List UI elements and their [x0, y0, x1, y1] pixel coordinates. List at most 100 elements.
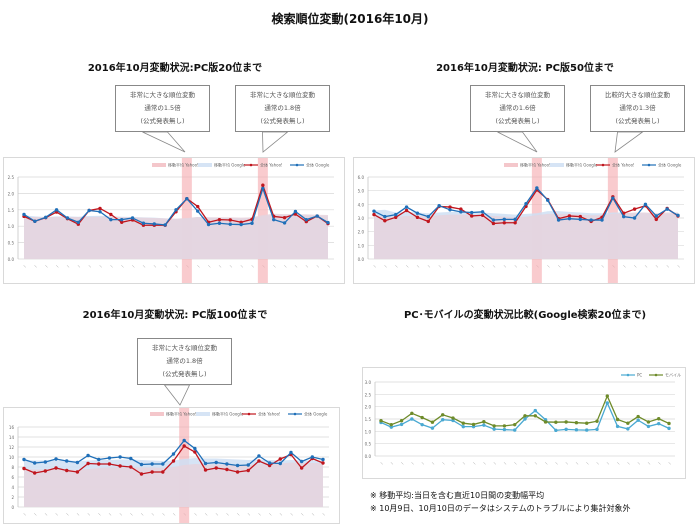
svg-text:—: — — [523, 461, 529, 467]
svg-text:—: — — [204, 512, 210, 518]
svg-text:—: — — [141, 264, 147, 270]
svg-text:—: — — [310, 512, 316, 518]
svg-text:1.5: 1.5 — [8, 208, 15, 213]
svg-text:—: — — [441, 461, 447, 467]
svg-text:—: — — [567, 264, 573, 270]
svg-text:—: — — [482, 461, 488, 467]
svg-text:—: — — [665, 264, 671, 270]
callout-text: 通常の1.8倍 — [166, 357, 203, 365]
svg-text:—: — — [481, 264, 487, 270]
svg-text:—: — — [578, 264, 584, 270]
chart-3-title: 2016年10月変動状況: PC版100位まで — [82, 310, 268, 321]
svg-text:—: — — [268, 512, 274, 518]
svg-text:—: — — [383, 264, 389, 270]
svg-text:—: — — [217, 264, 223, 270]
svg-text:0.0: 0.0 — [365, 454, 372, 459]
svg-text:—: — — [315, 264, 321, 270]
callout-text: 通常の1.5倍 — [144, 104, 181, 112]
svg-text:—: — — [448, 264, 454, 270]
svg-text:—: — — [524, 264, 530, 270]
svg-text:—: — — [250, 264, 256, 270]
svg-text:0: 0 — [11, 505, 14, 510]
svg-text:—: — — [118, 512, 124, 518]
svg-text:—: — — [272, 264, 278, 270]
svg-text:—: — — [43, 512, 49, 518]
svg-text:—: — — [426, 264, 432, 270]
svg-text:1.0: 1.0 — [8, 224, 15, 229]
svg-text:—: — — [502, 264, 508, 270]
svg-text:2.0: 2.0 — [365, 405, 372, 410]
legend-label: 移動平均 Yahoo! — [166, 411, 197, 417]
svg-text:—: — — [239, 264, 245, 270]
svg-text:—: — — [326, 264, 332, 270]
legend-label: PC — [637, 373, 642, 378]
svg-text:3.0: 3.0 — [365, 380, 372, 385]
svg-text:—: — — [533, 461, 539, 467]
svg-text:—: — — [120, 264, 126, 270]
svg-text:—: — — [54, 512, 60, 518]
svg-text:0.0: 0.0 — [8, 257, 15, 262]
svg-text:—: — — [236, 512, 242, 518]
svg-text:16: 16 — [9, 425, 15, 430]
svg-text:—: — — [513, 264, 519, 270]
svg-text:4: 4 — [11, 485, 14, 490]
legend-label: 全体 Yahoo! — [612, 162, 635, 168]
svg-text:—: — — [600, 264, 606, 270]
legend-label: 全体 Google — [304, 411, 328, 417]
svg-text:—: — — [643, 264, 649, 270]
svg-text:—: — — [22, 264, 28, 270]
svg-text:—: — — [622, 264, 628, 270]
svg-text:8: 8 — [11, 465, 14, 470]
svg-text:—: — — [33, 264, 39, 270]
callout-text: 非常に大きな順位変動 — [130, 91, 195, 99]
legend-label: 全体 Yahoo! — [260, 162, 283, 168]
svg-text:—: — — [193, 512, 199, 518]
callout-text: (公式発表無し) — [162, 370, 207, 378]
svg-text:4.0: 4.0 — [358, 202, 365, 207]
svg-text:—: — — [278, 512, 284, 518]
svg-text:—: — — [626, 461, 632, 467]
svg-text:10: 10 — [9, 455, 15, 460]
svg-text:12: 12 — [9, 445, 15, 450]
svg-text:—: — — [228, 264, 234, 270]
callout-text: 通常の1.3倍 — [619, 104, 656, 112]
svg-text:—: — — [44, 264, 50, 270]
callout-text: 比較的大きな順位変動 — [605, 91, 670, 99]
svg-text:—: — — [379, 461, 385, 467]
svg-text:2.0: 2.0 — [8, 191, 15, 196]
svg-text:0.0: 0.0 — [358, 257, 365, 262]
svg-text:—: — — [174, 264, 180, 270]
svg-text:—: — — [76, 264, 82, 270]
callout-text: (公式発表無し) — [495, 117, 540, 125]
svg-text:—: — — [172, 512, 178, 518]
svg-text:0.5: 0.5 — [365, 442, 372, 447]
svg-text:—: — — [109, 264, 115, 270]
svg-text:—: — — [502, 461, 508, 467]
svg-text:—: — — [491, 264, 497, 270]
svg-text:—: — — [646, 461, 652, 467]
svg-text:2: 2 — [11, 495, 14, 500]
svg-text:—: — — [225, 512, 231, 518]
svg-text:—: — — [492, 461, 498, 467]
svg-text:—: — — [389, 461, 395, 467]
legend-label: 移動平均 Google — [566, 162, 598, 168]
svg-text:—: — — [22, 512, 28, 518]
svg-text:—: — — [163, 264, 169, 270]
svg-text:—: — — [667, 461, 673, 467]
svg-text:—: — — [544, 461, 550, 467]
svg-text:—: — — [214, 512, 220, 518]
svg-text:—: — — [289, 512, 295, 518]
svg-text:—: — — [420, 461, 426, 467]
svg-text:—: — — [470, 264, 476, 270]
callout-text: (公式発表無し) — [140, 117, 185, 125]
svg-text:14: 14 — [9, 435, 15, 440]
svg-text:—: — — [546, 264, 552, 270]
legend-label: 全体 Google — [306, 162, 330, 168]
svg-text:—: — — [196, 264, 202, 270]
svg-text:1.5: 1.5 — [365, 417, 372, 422]
footnote-moving-average: ※ 移動平均:当日を含む直近10日間の変動幅平均 — [370, 491, 545, 500]
footnote-excluded-dates: ※ 10月9日、10月10日のデータはシステムのトラブルにより集計対象外 — [370, 504, 631, 513]
svg-text:—: — — [86, 512, 92, 518]
svg-text:5.0: 5.0 — [358, 189, 365, 194]
svg-text:—: — — [300, 512, 306, 518]
